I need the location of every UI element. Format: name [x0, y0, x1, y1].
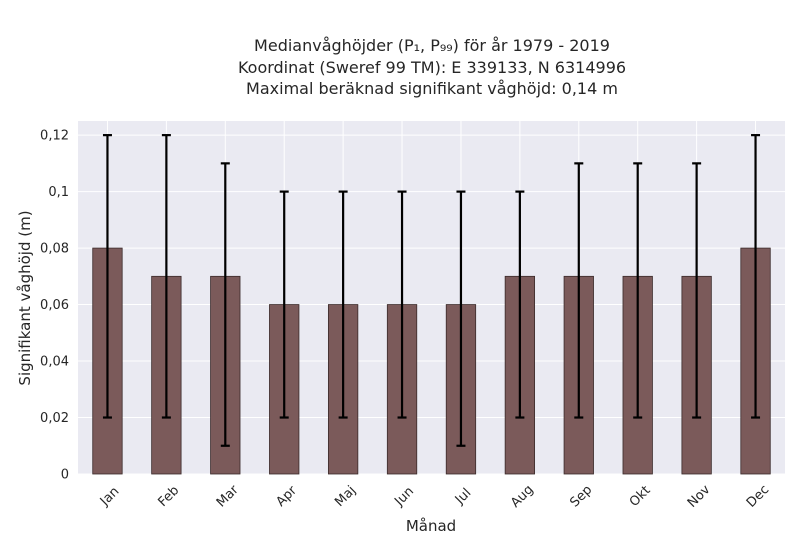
chart-title-line-3: Maximal beräknad signifikant våghöjd: 0,…	[246, 79, 618, 98]
x-tick-label: Jul	[452, 486, 474, 508]
error-bar-apr	[279, 190, 289, 419]
error-bar-jun	[397, 190, 407, 419]
x-tick-label: Sep	[567, 483, 595, 511]
error-bar-sep	[574, 162, 584, 419]
x-tick-label: Aug	[508, 482, 537, 511]
error-bar-aug	[515, 190, 525, 419]
y-axis-ticks: 0 0,02 0,04 0,06 0,08 0,1 0,12	[40, 129, 69, 483]
y-tick-label: 0,06	[40, 298, 69, 313]
x-tick-label: Mar	[214, 482, 242, 510]
plot-area	[78, 121, 785, 474]
error-bar-nov	[692, 162, 702, 419]
x-tick-label: Jan	[97, 484, 122, 509]
y-tick-label: 0,04	[40, 355, 69, 370]
x-axis-label: Månad	[406, 517, 456, 535]
x-axis-ticks: Jan Feb Mar Apr Maj Jun Jul Aug Sep Okt Nov Dec	[97, 482, 772, 511]
error-bars	[102, 134, 761, 447]
error-bar-okt	[633, 162, 643, 419]
x-tick-label: Maj	[332, 483, 359, 510]
error-bar-feb	[161, 134, 171, 419]
error-bar-dec	[751, 134, 761, 419]
error-bar-jan	[102, 134, 112, 419]
error-bar-maj	[338, 190, 348, 419]
x-tick-label: Apr	[273, 483, 300, 510]
y-tick-label: 0,1	[48, 185, 69, 200]
y-tick-label: 0,08	[40, 242, 69, 257]
x-tick-label: Feb	[155, 483, 182, 510]
chart-title-line-1: Medianvåghöjder (P₁, P₉₉) för år 1979 - …	[254, 36, 610, 55]
chart-title: Medianvåghöjder (P₁, P₉₉) för år 1979 - …	[238, 36, 626, 98]
x-tick-label: Nov	[685, 482, 714, 511]
y-tick-label: 0,02	[40, 411, 69, 426]
error-bar-mar	[220, 162, 230, 447]
error-bar-jul	[456, 190, 466, 447]
x-tick-label: Dec	[744, 482, 772, 510]
y-tick-label: 0	[61, 468, 69, 483]
y-axis-label: Signifikant våghöjd (m)	[16, 210, 34, 385]
y-tick-label: 0,12	[40, 129, 69, 144]
chart-title-line-2: Koordinat (Sweref 99 TM): E 339133, N 63…	[238, 58, 626, 77]
x-tick-label: Jun	[391, 484, 417, 510]
x-tick-label: Okt	[627, 483, 654, 510]
